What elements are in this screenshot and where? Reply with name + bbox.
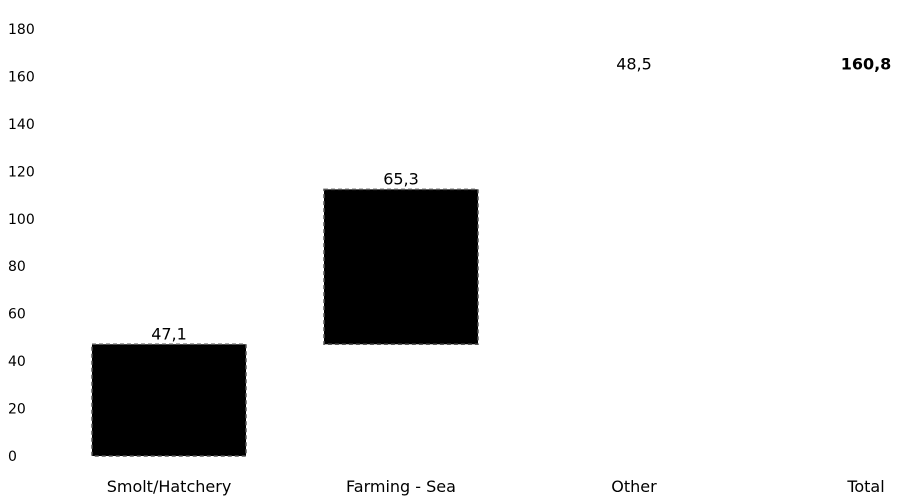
x-category-label: Smolt/Hatchery <box>107 477 232 496</box>
y-tick-label: 120 <box>8 164 35 180</box>
y-tick-label: 20 <box>8 402 26 418</box>
bars <box>91 188 479 457</box>
data-label: 65,3 <box>383 169 419 188</box>
y-tick-label: 40 <box>8 354 26 370</box>
y-tick-label: 0 <box>8 449 17 465</box>
y-tick-label: 140 <box>8 117 35 133</box>
y-tick-label: 100 <box>8 212 35 228</box>
x-category-label: Other <box>611 477 657 496</box>
data-label: 160,8 <box>841 55 892 74</box>
data-label: 48,5 <box>616 54 652 73</box>
y-tick-label: 180 <box>8 22 35 38</box>
bar-smolt-hatchery <box>91 343 247 457</box>
y-tick-label: 60 <box>8 307 26 323</box>
y-axis: 0 20 40 60 80 100 120 140 160 180 <box>8 22 35 465</box>
data-labels: 47,1 65,3 48,5 160,8 <box>151 54 891 343</box>
x-axis: Smolt/Hatchery Farming - Sea Other Total <box>107 477 885 496</box>
y-tick-label: 160 <box>8 69 35 85</box>
bar-farming-sea <box>323 188 479 346</box>
x-category-label: Total <box>846 477 884 496</box>
data-label: 47,1 <box>151 324 187 343</box>
x-category-label: Farming - Sea <box>346 477 456 496</box>
y-tick-label: 80 <box>8 259 26 275</box>
